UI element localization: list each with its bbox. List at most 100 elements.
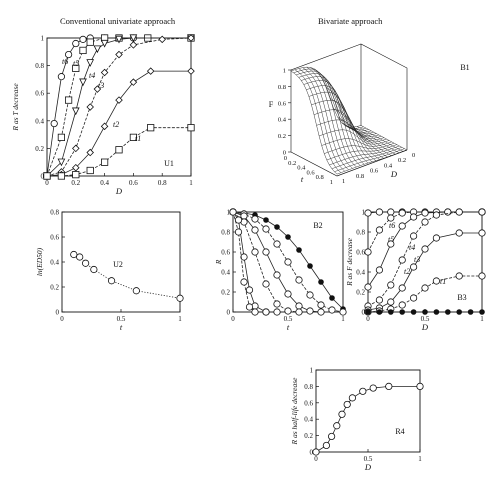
y-axis-label: R — [214, 259, 223, 265]
x-tick-label: 0 — [366, 315, 370, 323]
series-t3: t3 — [43, 34, 195, 180]
curve-label: t5 — [73, 59, 79, 68]
data-point — [86, 59, 95, 67]
y-tick-label: 0.4 — [304, 416, 313, 424]
data-point — [72, 171, 80, 179]
mesh-line — [357, 126, 404, 152]
y-axis-label: R as F decrease — [345, 237, 354, 287]
y-tick-label: 0 — [310, 449, 314, 457]
y-tick-label: 0.4 — [35, 117, 44, 125]
data-point — [376, 309, 383, 315]
y-tick-label: 1 — [362, 209, 366, 217]
data-point — [158, 35, 166, 44]
y-tick-label: 0.2 — [356, 289, 365, 297]
data-point — [333, 422, 341, 430]
data-point — [262, 225, 270, 233]
mesh-line — [298, 68, 345, 172]
x-tick-label: 0 — [45, 179, 49, 187]
data-point — [86, 103, 94, 111]
data-point — [115, 50, 123, 59]
data-point — [132, 287, 140, 295]
data-point — [65, 96, 73, 104]
data-point — [93, 85, 102, 93]
y-tick-label: 0 — [362, 309, 366, 317]
y-tick-label: 0.2 — [221, 289, 230, 297]
t-tick-label: 0.2 — [288, 160, 296, 167]
mesh-line — [324, 143, 395, 154]
data-point — [359, 387, 367, 395]
data-point — [375, 266, 383, 274]
data-point — [295, 302, 303, 310]
data-point — [387, 298, 395, 306]
y-tick-label: 0.4 — [221, 269, 230, 277]
data-point — [274, 224, 280, 230]
x-tick-label: 0 — [231, 315, 235, 323]
data-point — [43, 172, 51, 180]
data-point — [398, 301, 406, 309]
data-point — [421, 245, 429, 253]
mesh-line — [353, 126, 400, 154]
data-point — [115, 35, 123, 44]
side-wall — [290, 43, 362, 152]
data-point — [306, 307, 314, 315]
z-tick-label: 0.6 — [278, 100, 287, 107]
data-point — [364, 283, 372, 291]
series-line — [46, 37, 191, 177]
panel-label: B2 — [313, 221, 322, 230]
data-point — [375, 296, 383, 304]
x-tick-label: 1 — [341, 315, 345, 323]
mesh-line — [349, 126, 396, 155]
data-point — [409, 213, 418, 221]
d-tick-label: 1 — [342, 178, 345, 185]
data-point — [306, 291, 314, 299]
data-point — [234, 216, 243, 224]
data-point — [398, 209, 406, 217]
data-point — [348, 394, 356, 402]
data-point — [273, 300, 281, 308]
x-tick-label: 0 — [60, 315, 64, 323]
t-tick-label: 0.4 — [297, 165, 306, 172]
mesh-line — [341, 122, 388, 158]
y-tick-label: 0.2 — [50, 284, 59, 292]
data-point — [100, 68, 109, 77]
data-point — [398, 284, 406, 292]
panel-label: U1 — [164, 159, 174, 168]
series-line — [46, 37, 192, 177]
data-point — [273, 308, 281, 316]
series-s1 — [229, 208, 347, 316]
data-point — [409, 294, 418, 302]
data-point — [100, 122, 109, 131]
data-point — [328, 306, 336, 314]
data-point — [444, 208, 452, 216]
data-point — [273, 271, 281, 279]
data-point — [90, 265, 98, 274]
data-point — [409, 263, 418, 271]
x-axis-label: t — [287, 322, 290, 332]
y-tick-label: 1 — [310, 367, 314, 375]
data-point — [398, 256, 406, 264]
data-point — [410, 309, 417, 315]
data-point — [72, 144, 80, 153]
panel-label: U2 — [113, 260, 123, 269]
data-point — [86, 166, 94, 175]
x-tick-label: 0 — [314, 455, 318, 463]
series-line — [73, 254, 181, 299]
data-point — [478, 229, 486, 237]
data-point — [343, 400, 351, 409]
data-point — [262, 280, 270, 288]
t-tick-label: 1 — [330, 179, 333, 186]
y-tick-label: 0.8 — [35, 62, 44, 70]
x-tick-label: 1 — [178, 315, 182, 323]
univariate-section-title: Conventional univariate approach — [60, 16, 176, 26]
z-tick-label: 1 — [283, 68, 286, 75]
x-tick-label: 0.5 — [284, 315, 293, 323]
data-point — [318, 279, 324, 285]
data-point — [229, 208, 237, 216]
data-point — [385, 382, 393, 390]
curve-label: t6 — [62, 57, 68, 66]
y-tick-label: 0.2 — [304, 432, 313, 440]
panel-label: R4 — [395, 427, 404, 436]
z-tick-label: 0 — [283, 150, 286, 157]
x-tick-label: 0.5 — [117, 315, 126, 323]
